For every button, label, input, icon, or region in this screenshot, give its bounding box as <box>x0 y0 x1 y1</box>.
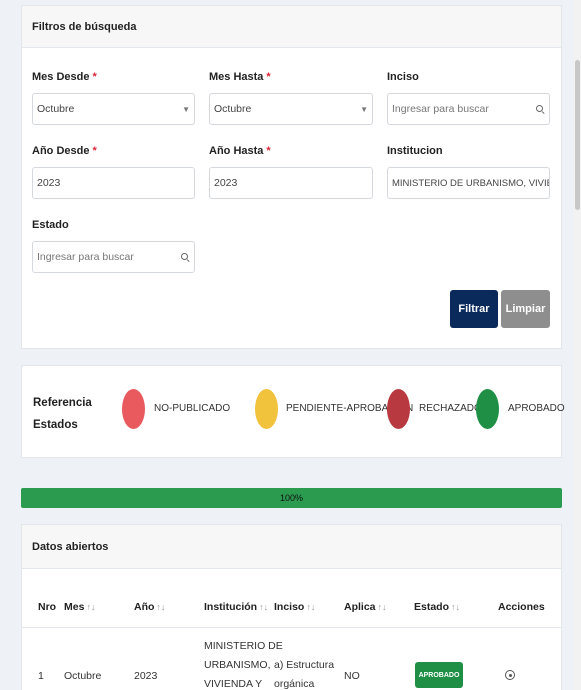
col-mes-label: Mes <box>64 601 85 613</box>
col-header-acciones: Acciones <box>498 601 545 613</box>
anio-desde-label: Año Desde <box>32 145 90 157</box>
mes-hasta-select[interactable]: Octubre ▼ <box>209 93 373 125</box>
cell-inciso-line: orgánica <box>274 678 315 690</box>
institucion-label: Institucion <box>387 145 443 157</box>
cell-inciso: a) Estructura orgánica <box>274 656 334 690</box>
legend-label-rechazado: RECHAZADO <box>419 403 482 414</box>
legend-label-no-publicado: NO-PUBLICADO <box>154 403 231 414</box>
status-badge: APROBADO <box>415 662 463 688</box>
mes-desde-value: Octubre <box>37 103 75 115</box>
status-legend-card: Referencia Estados NO-PUBLICADO PENDIENT… <box>21 365 565 458</box>
status-dot-aprobado <box>476 389 499 429</box>
estado-placeholder: Ingresar para buscar <box>37 251 134 263</box>
estado-label: Estado <box>32 219 69 231</box>
mes-hasta-value: Octubre <box>214 103 252 115</box>
legend-title-line1: Referencia <box>33 397 92 409</box>
mes-desde-label: Mes Desde <box>32 71 90 83</box>
open-data-card: Datos abiertos <box>21 524 562 690</box>
col-header-nro: Nro <box>38 601 56 613</box>
table-title: Datos abiertos <box>22 525 561 569</box>
legend-label-aprobado: APROBADO <box>508 403 565 414</box>
inciso-placeholder: Ingresar para buscar <box>392 103 489 115</box>
col-inciso-label: Inciso <box>274 601 305 613</box>
sort-icon: ↑↓ <box>259 602 269 612</box>
mes-hasta-field: Mes Hasta * Octubre ▼ <box>209 71 373 125</box>
filter-button[interactable]: Filtrar <box>450 290 498 328</box>
progress-label: 100% <box>279 493 304 503</box>
col-header-aplica[interactable]: Aplica ↑↓ <box>344 601 387 613</box>
anio-hasta-field: Año Hasta * 2023 <box>209 145 373 199</box>
status-dot-pendiente <box>255 389 278 429</box>
col-estado-label: Estado <box>414 601 450 613</box>
sort-icon: ↑↓ <box>86 602 96 612</box>
cell-anio: 2023 <box>134 670 158 682</box>
eye-icon[interactable] <box>505 670 515 680</box>
status-dot-no-publicado <box>122 389 145 429</box>
table-divider <box>21 627 562 628</box>
col-header-mes[interactable]: Mes ↑↓ <box>64 601 95 613</box>
required-mark: * <box>92 145 97 157</box>
chevron-down-icon: ▼ <box>182 104 190 114</box>
col-header-estado[interactable]: Estado ↑↓ <box>414 601 460 613</box>
sort-icon: ↑↓ <box>156 602 166 612</box>
inciso-label: Inciso <box>387 71 419 83</box>
scrollbar[interactable] <box>574 0 581 690</box>
col-acciones-label: Acciones <box>498 601 545 613</box>
inciso-search-input[interactable]: Ingresar para buscar <box>387 93 550 125</box>
col-institucion-label: Institución <box>204 601 258 613</box>
required-mark: * <box>92 71 97 83</box>
sort-icon: ↑↓ <box>306 602 316 612</box>
scrollbar-thumb[interactable] <box>575 60 580 210</box>
col-header-anio[interactable]: Año ↑↓ <box>134 601 165 613</box>
estado-search-input[interactable]: Ingresar para buscar <box>32 241 195 273</box>
col-nro-label: Nro <box>38 601 57 613</box>
col-aplica-label: Aplica <box>344 601 376 613</box>
anio-hasta-label: Año Hasta <box>209 145 264 157</box>
filters-title: Filtros de búsqueda <box>22 6 561 48</box>
status-dot-rechazado <box>387 389 410 429</box>
cell-institucion-line: URBANISMO, <box>204 659 271 671</box>
sort-icon: ↑↓ <box>451 602 461 612</box>
institucion-value: MINISTERIO DE URBANISMO, VIVIENDA Y HABI… <box>392 177 549 189</box>
search-icon <box>535 104 545 114</box>
mes-desde-select[interactable]: Octubre ▼ <box>32 93 195 125</box>
cell-institucion-line: VIVIENDA Y <box>204 678 263 690</box>
clear-button[interactable]: Limpiar <box>501 290 550 328</box>
sort-icon: ↑↓ <box>377 602 387 612</box>
anio-desde-input[interactable]: 2023 <box>32 167 195 199</box>
cell-aplica: NO <box>344 670 360 682</box>
institucion-input[interactable]: MINISTERIO DE URBANISMO, VIVIENDA Y HABI… <box>387 167 550 199</box>
cell-mes: Octubre <box>64 670 102 682</box>
chevron-down-icon: ▼ <box>360 104 368 114</box>
cell-institucion: MINISTERIO DE URBANISMO, VIVIENDA Y <box>204 637 283 690</box>
col-header-institucion[interactable]: Institución ↑↓ <box>204 601 268 613</box>
estado-field: Estado Ingresar para buscar <box>32 219 195 273</box>
cell-institucion-line: MINISTERIO DE <box>204 640 283 652</box>
anio-hasta-value: 2023 <box>214 177 238 189</box>
anio-desde-field: Año Desde * 2023 <box>32 145 195 199</box>
anio-desde-value: 2023 <box>37 177 61 189</box>
filters-card: Filtros de búsqueda Mes Desde * Octubre ▼… <box>21 5 562 349</box>
institucion-field: Institucion MINISTERIO DE URBANISMO, VIV… <box>387 145 550 199</box>
cell-inciso-line: a) Estructura <box>274 659 335 671</box>
inciso-field: Inciso Ingresar para buscar <box>387 71 550 125</box>
anio-hasta-input[interactable]: 2023 <box>209 167 373 199</box>
progress-bar: 100% <box>21 488 562 508</box>
col-anio-label: Año <box>134 601 155 613</box>
mes-hasta-label: Mes Hasta <box>209 71 264 83</box>
legend-label-pendiente: PENDIENTE-APROBACION <box>286 403 414 414</box>
search-icon <box>180 252 190 262</box>
col-header-inciso[interactable]: Inciso ↑↓ <box>274 601 315 613</box>
required-mark: * <box>266 145 271 157</box>
cell-nro: 1 <box>38 670 44 682</box>
mes-desde-field: Mes Desde * Octubre ▼ <box>32 71 195 125</box>
legend-title-line2: Estados <box>33 419 78 431</box>
required-mark: * <box>266 71 271 83</box>
